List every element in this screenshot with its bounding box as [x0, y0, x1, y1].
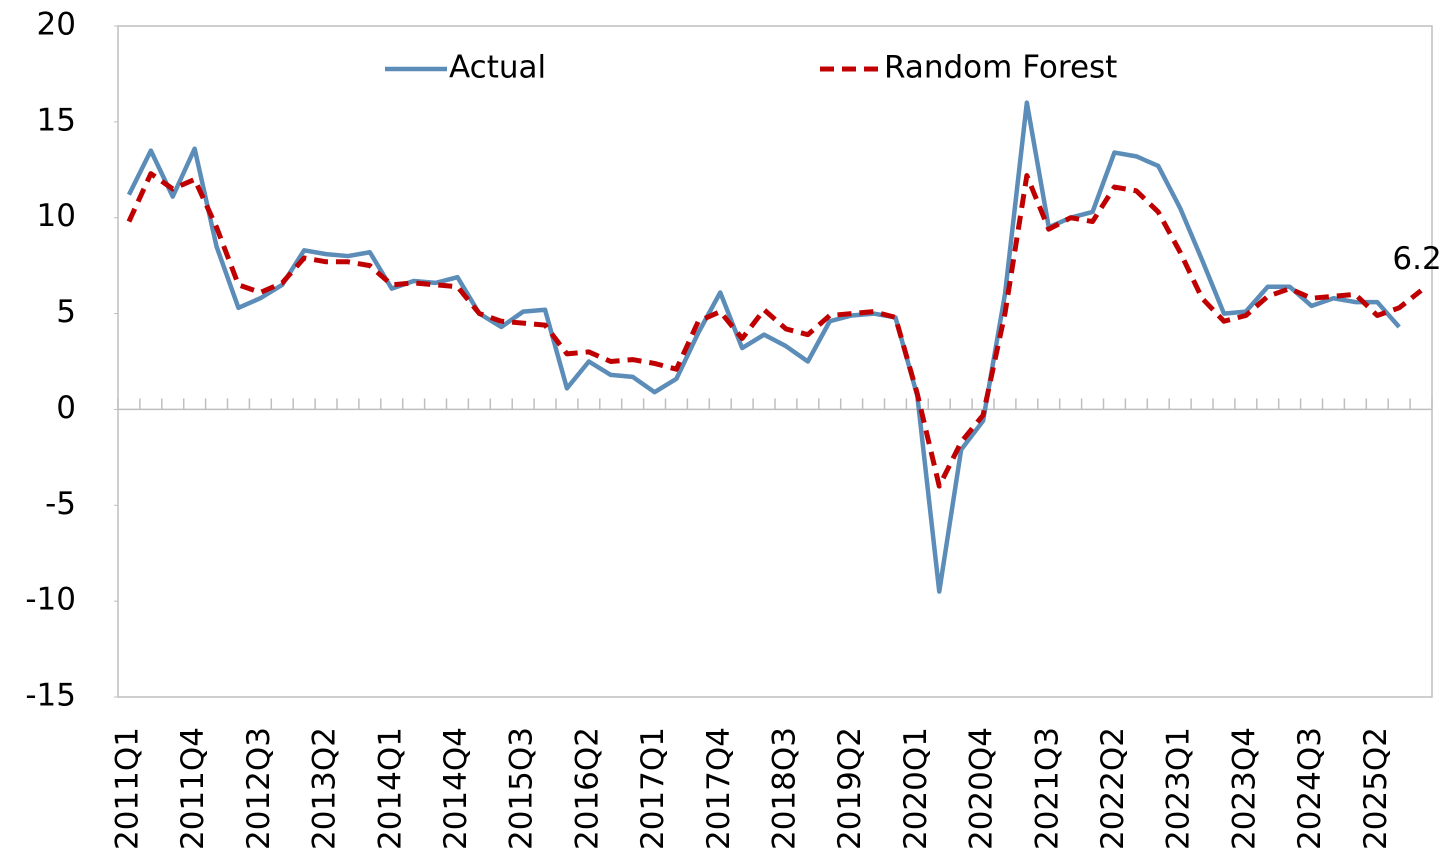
x-tick-label: 2025Q2 — [1358, 727, 1394, 850]
data-label: 6.2 — [1392, 241, 1440, 277]
y-tick-label: -5 — [45, 486, 76, 522]
plot-frame — [117, 25, 1433, 698]
series-line — [126, 100, 1401, 594]
series-line — [126, 171, 1423, 489]
x-tick-label: 2013Q2 — [307, 727, 343, 850]
x-tick-label: 2020Q1 — [898, 727, 934, 850]
legend-label: Random Forest — [884, 50, 1117, 86]
x-tick-label: 2023Q1 — [1161, 727, 1197, 850]
x-tick-label: 2018Q3 — [766, 727, 802, 850]
x-tick-label: 2017Q1 — [635, 727, 671, 850]
legend-label: Actual — [449, 50, 546, 86]
x-tick-label: 2022Q2 — [1095, 727, 1131, 850]
x-tick-label: 2017Q4 — [701, 727, 737, 850]
x-tick-label: 2023Q4 — [1226, 727, 1262, 850]
y-tick-label: 0 — [56, 390, 76, 426]
y-tick-label: 10 — [37, 198, 76, 234]
y-tick-label: -10 — [25, 582, 76, 618]
x-tick-label: 2011Q1 — [109, 727, 145, 850]
x-tick-label: 2014Q1 — [372, 727, 408, 850]
x-tick-label: 2019Q2 — [832, 727, 868, 850]
x-tick-label: 2011Q4 — [175, 727, 211, 850]
y-tick-label: 5 — [56, 294, 76, 330]
x-tick-label: 2015Q3 — [504, 727, 540, 850]
y-tick-label: -15 — [25, 678, 76, 714]
x-tick-label: 2024Q3 — [1292, 727, 1328, 850]
y-tick-label: 15 — [37, 102, 76, 138]
x-tick-label: 2016Q2 — [569, 727, 605, 850]
x-tick-label: 2014Q4 — [438, 727, 474, 850]
y-tick-label: 20 — [37, 7, 76, 43]
x-tick-label: 2021Q3 — [1029, 727, 1065, 850]
x-tick-label: 2012Q3 — [241, 727, 277, 850]
x-tick-label: 2020Q4 — [964, 727, 1000, 850]
